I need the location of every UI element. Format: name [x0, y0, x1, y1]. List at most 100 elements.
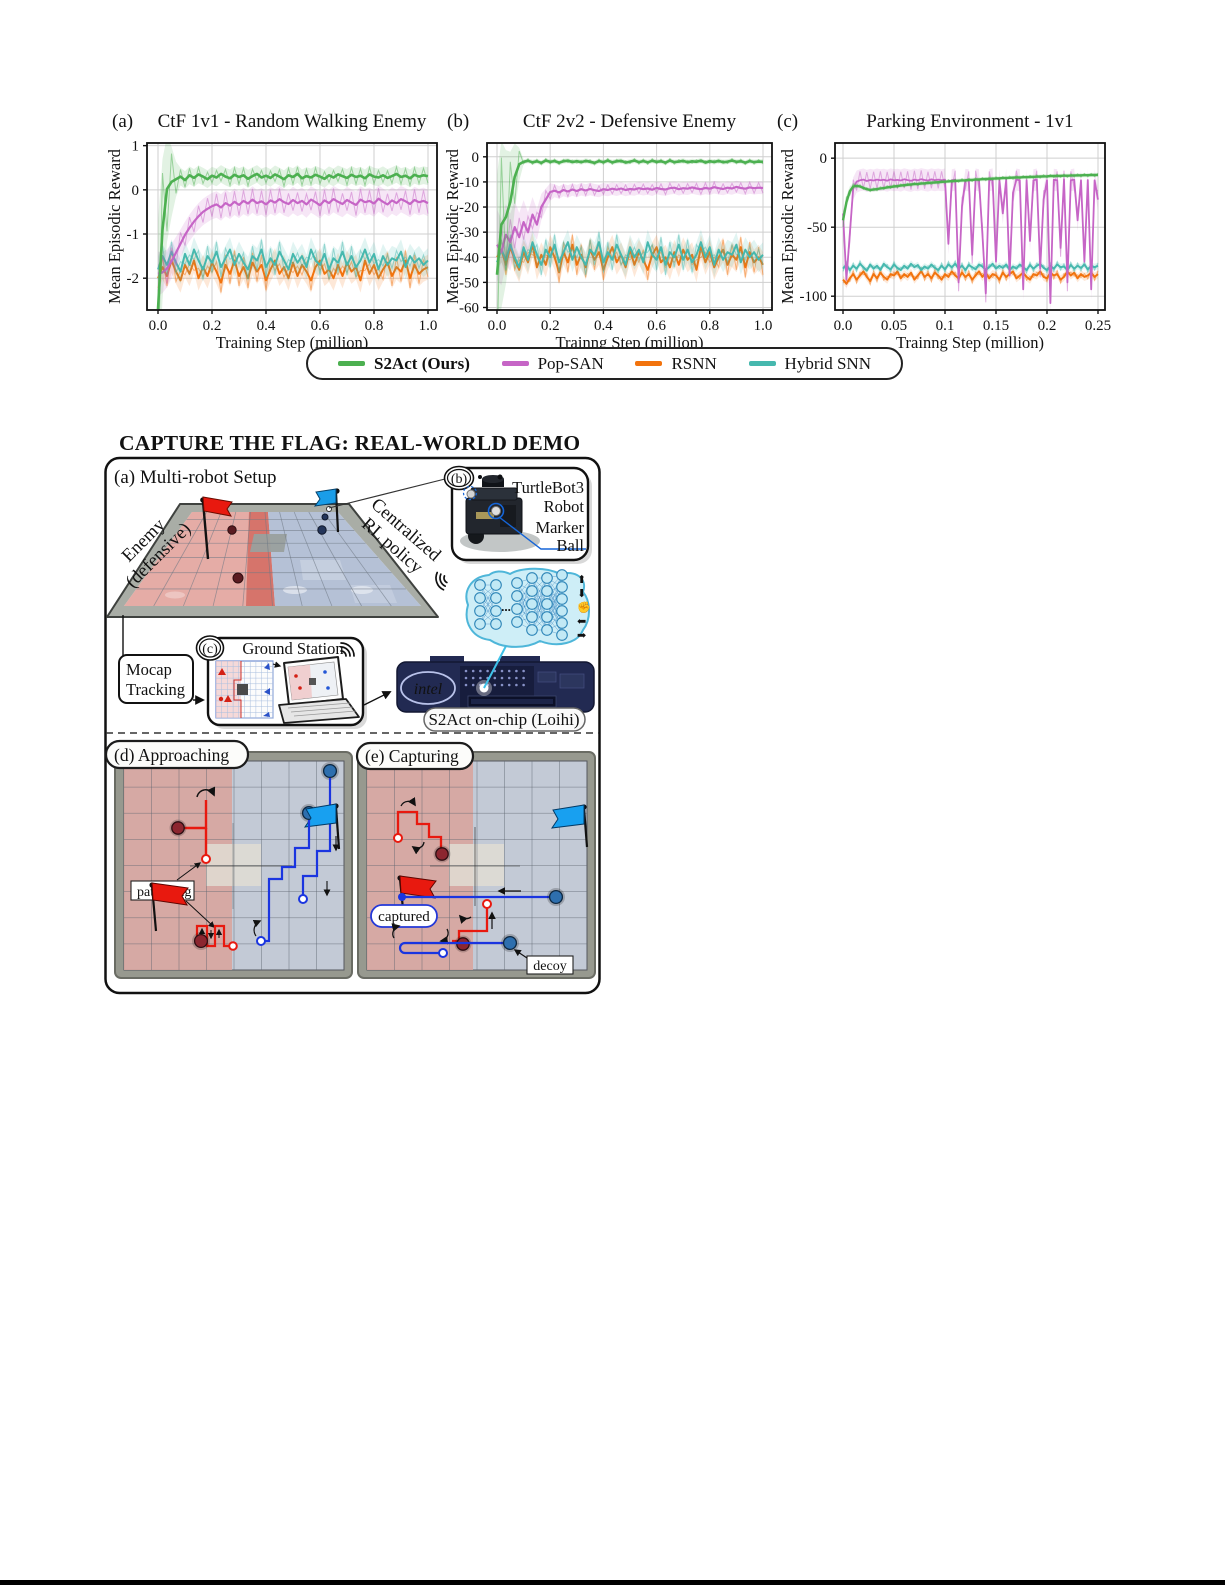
board-pin [486, 669, 489, 673]
turn-arrow [196, 786, 216, 798]
chip-label-pill [423, 707, 586, 732]
ground-station-title: Ground Station [242, 639, 343, 658]
y-tick-label: 0 [472, 150, 480, 166]
demo-section-title: CAPTURE THE FLAG: REAL-WORLD DEMO [119, 431, 581, 455]
nn-neuron [526, 572, 538, 584]
legend-item-hybrid: Hybrid SNN [748, 353, 871, 374]
red-flag [149, 882, 189, 932]
nn-neuron [474, 605, 486, 617]
red-robot [232, 572, 244, 584]
nn-neuron [556, 569, 568, 581]
nn-neuron [490, 579, 502, 591]
legend-label: S2Act (Ours) [374, 353, 470, 373]
y-tick-label: 0 [820, 151, 828, 167]
turtlebot-label2: Robot [544, 497, 585, 516]
nn-link [531, 590, 548, 631]
axes-frame [146, 142, 438, 311]
board-pin [464, 669, 468, 673]
blue-path [301, 778, 332, 897]
x-tick-label: 0.25 [1085, 318, 1111, 334]
laptop [278, 656, 360, 724]
turtlebot-box: (b) TurtleBot3 Robot Marker Ball [435, 465, 592, 591]
mocap-line2: Tracking [126, 680, 185, 699]
nn-neuron [556, 629, 568, 641]
panel-a-label: (a) Multi-robot Setup [114, 467, 277, 488]
panel-letter: (a) [112, 111, 133, 132]
blue-path [263, 820, 311, 943]
line-RSNN [842, 270, 1099, 285]
red-path [452, 906, 489, 943]
y-tick-label: -2 [127, 271, 140, 287]
y-axis-label: Mean Episodic Reward [778, 148, 797, 304]
legend-swatch-rsnn [635, 361, 663, 366]
y-tick-label: -50 [459, 275, 479, 291]
band-S2Act (Ours) [497, 143, 763, 310]
legend-item-popsan: Pop-SAN [501, 354, 604, 374]
raw-trace-S2Act (Ours) [497, 150, 764, 310]
nn-neuron [526, 624, 538, 636]
nn-neuron [526, 611, 538, 623]
line-Pop-SAN [842, 178, 1099, 305]
x-axis-label: Trainng Step (million) [896, 333, 1044, 352]
board-pins [464, 669, 525, 687]
band-S2Act (Ours) [158, 143, 428, 310]
turn-arrow [458, 914, 472, 924]
y-tick-label: -100 [800, 289, 828, 305]
marker-ball-label1: Marker [535, 518, 584, 537]
arena-gridline [293, 511, 333, 607]
nn-neuron [511, 603, 523, 615]
line-Pop-SAN [496, 185, 764, 254]
y-tick-label: -40 [459, 250, 479, 266]
path-endpoint [228, 941, 238, 951]
mocap-map [215, 660, 274, 719]
board-pin [507, 669, 511, 673]
nn-neuron [511, 590, 523, 602]
board-pin [500, 669, 504, 673]
x-tick-label: 0.6 [311, 318, 330, 334]
board-pin [515, 669, 518, 673]
training-charts: 0.0 0.2 0.4 0.6 0.8 1.0 1 0 -1 -2 CtF 1v1 - Random… [105, 111, 1111, 352]
panel-e-label: (e) Capturing [365, 746, 459, 766]
legend-swatch-s2act [338, 361, 365, 366]
captured-label-box [370, 904, 438, 928]
y-tick-label: 1 [132, 139, 140, 155]
raw-trace-Pop-SAN [496, 180, 764, 273]
x-tick-label: 0.2 [1038, 318, 1057, 334]
x-tick-label: 1.0 [419, 318, 438, 334]
panel-b-tag: (b) [451, 472, 468, 487]
y-axis-label: Mean Episodic Reward [443, 148, 462, 304]
line-S2Act (Ours) [841, 173, 1099, 221]
board-pin [493, 683, 497, 687]
board-pin [507, 683, 511, 687]
loihi-board: intel S2Act on-chip (Loihi) [396, 645, 595, 732]
legend-item-rsnn: RSNN [635, 354, 717, 374]
legend-label: Hybrid SNN [784, 353, 871, 373]
red-robot [435, 847, 449, 861]
red-path [195, 924, 231, 948]
blue-flag [303, 803, 341, 850]
y-tick-label: -60 [459, 300, 479, 316]
chart-title: CtF 1v1 - Random Walking Enemy [158, 111, 427, 132]
arena-gridline [308, 511, 362, 607]
chart-(c): 0.0 0.05 0.1 0.15 0.2 0.25 0 -50 -100 Parking Env… [777, 111, 1111, 352]
y-tick-label: -30 [459, 225, 479, 241]
legend-swatch-hybrid [748, 361, 776, 366]
board-pin [464, 676, 468, 680]
blue-robot [317, 525, 327, 535]
x-tick-label: 0.15 [983, 318, 1009, 334]
turn-arrow [411, 841, 425, 855]
page-bottom-rule [0, 1580, 1225, 1585]
line-Hybrid SNN [496, 241, 764, 269]
ctf-demo-diagram: (a) Multi-robot Setup [104, 456, 601, 995]
nn-neuron [541, 585, 553, 597]
nn-link [546, 577, 563, 612]
chart-legend: S2Act (Ours) Pop-SAN RSNN Hybrid SNN [306, 347, 903, 380]
arena-gridline [153, 511, 207, 607]
nn-action-icon: ⬇ [577, 588, 586, 600]
nn-neuron [541, 598, 553, 610]
arena-blue-zone [268, 512, 421, 606]
board-pin [479, 676, 482, 680]
flag-to-b-connector [328, 478, 446, 509]
arena-light-tile [300, 560, 346, 580]
